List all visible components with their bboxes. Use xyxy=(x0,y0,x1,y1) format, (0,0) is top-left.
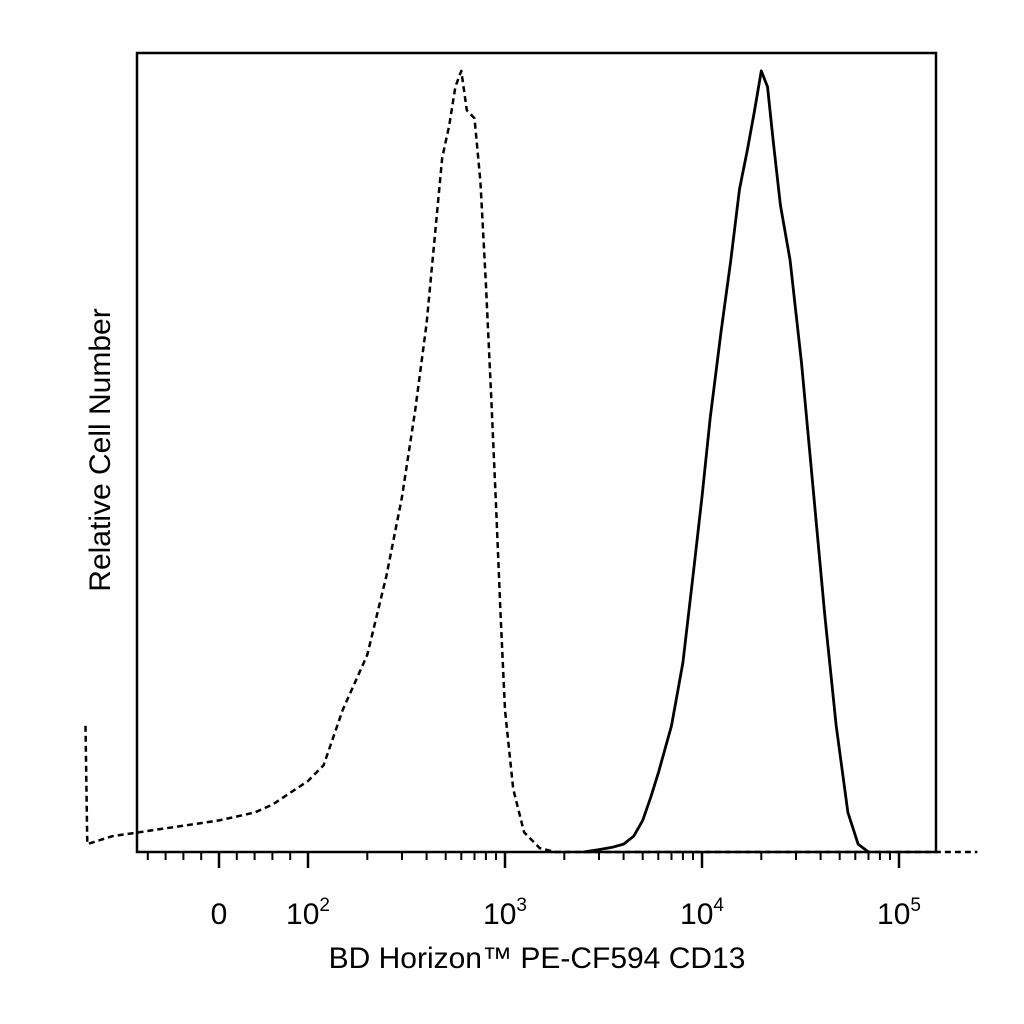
plot-frame xyxy=(135,51,938,854)
x-tick-label: 105 xyxy=(877,895,921,931)
x-tick-label: 0 xyxy=(211,898,228,931)
x-major-ticks xyxy=(217,852,901,868)
series-layer xyxy=(84,69,978,854)
x-axis-title: BD Horizon™ PE-CF594 CD13 xyxy=(329,942,746,975)
series-solid-line xyxy=(583,69,870,854)
x-tick-label: 102 xyxy=(286,895,330,931)
x-tick-label: 104 xyxy=(680,895,724,931)
x-tick-labels: 0 102 103 104 105 xyxy=(211,895,921,931)
x-minor-ticks xyxy=(146,852,891,860)
y-axis-title: Relative Cell Number xyxy=(84,308,117,591)
series-dashed-line xyxy=(84,69,978,854)
x-tick-label: 103 xyxy=(483,895,527,931)
